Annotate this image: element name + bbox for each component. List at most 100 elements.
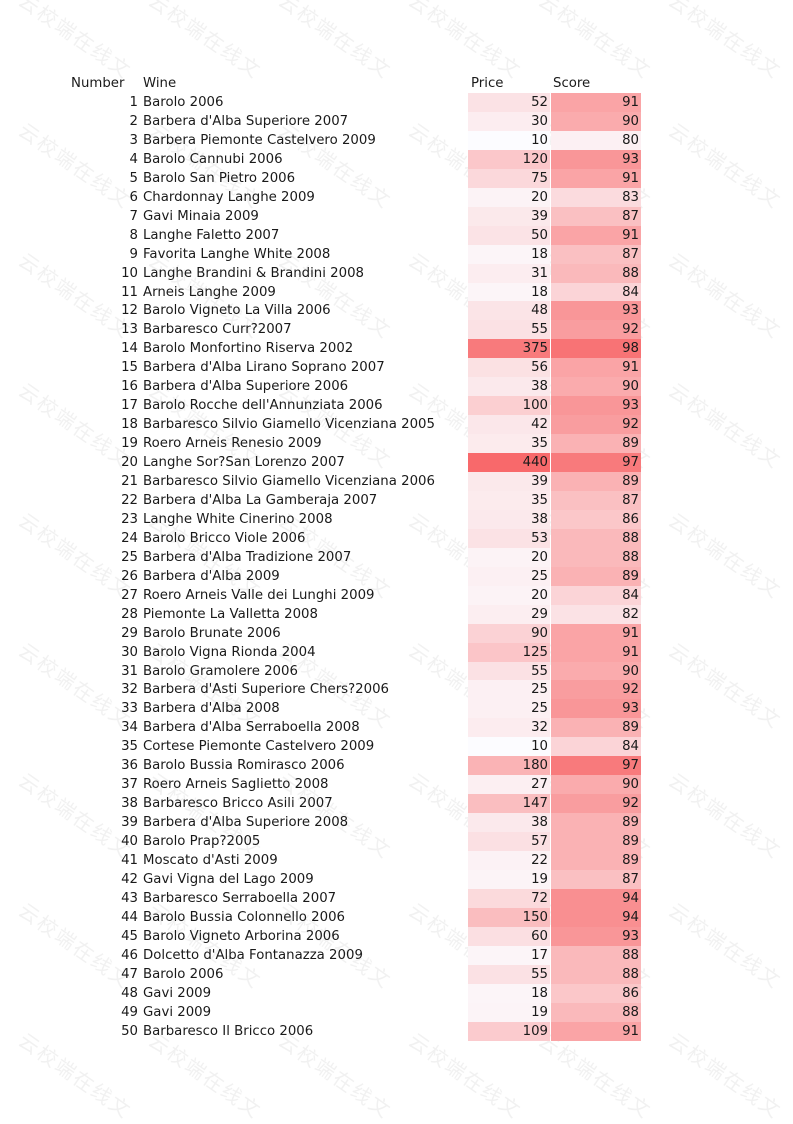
cell-number: 27 (121, 587, 138, 603)
table-row: 18 Barbaresco Silvio Giamello Vicenziana … (0, 415, 793, 435)
cell-number: 45 (121, 928, 138, 944)
cell-price: 60 (468, 926, 550, 946)
cell-number: 17 (121, 398, 138, 414)
cell-score: 91 (551, 642, 641, 662)
cell-wine: Langhe Faletto 2007 (143, 227, 280, 243)
cell-price: 39 (468, 472, 550, 491)
cell-price: 50 (468, 225, 550, 245)
table-row: 34 Barbera d'Alba Serraboella 2008 32 89 (0, 718, 793, 738)
cell-wine: Roero Arneis Saglietto 2008 (143, 777, 329, 793)
cell-number: 3 (129, 132, 138, 148)
cell-score: 90 (551, 111, 641, 131)
cell-score: 87 (551, 244, 641, 264)
table-row: 21 Barbaresco Silvio Giamello Vicenziana … (0, 472, 793, 491)
cell-score: 91 (551, 358, 641, 378)
cell-wine: Moscato d'Asti 2009 (143, 853, 278, 868)
cell-price: 20 (468, 187, 550, 207)
cell-number: 18 (121, 417, 138, 433)
cell-score: 92 (551, 680, 641, 700)
cell-score: 88 (551, 528, 641, 548)
cell-price: 22 (468, 851, 550, 870)
cell-number: 7 (129, 208, 138, 224)
cell-wine: Barolo 2006 (143, 966, 224, 982)
cell-number: 43 (121, 890, 138, 906)
table-row: 37 Roero Arneis Saglietto 2008 27 90 (0, 775, 793, 795)
cell-wine: Langhe Brandini & Brandini 2008 (143, 265, 364, 281)
cell-number: 21 (121, 474, 138, 489)
cell-score: 88 (551, 547, 641, 567)
cell-number: 29 (121, 625, 138, 641)
table-row: 33 Barbera d'Alba 2008 25 93 (0, 699, 793, 719)
cell-score: 89 (551, 434, 641, 454)
cell-wine: Barbera d'Alba Serraboella 2008 (143, 720, 360, 736)
table-row: 38 Barbaresco Bricco Asili 2007 147 92 (0, 794, 793, 814)
cell-wine: Barolo Gramolere 2006 (143, 663, 298, 679)
cell-score: 88 (551, 1002, 641, 1022)
cell-score: 89 (551, 851, 641, 870)
table-row: 22 Barbera d'Alba La Gamberaja 2007 35 87 (0, 490, 793, 510)
table-row: 11 Arneis Langhe 2009 18 84 (0, 282, 793, 302)
cell-number: 9 (129, 246, 138, 262)
table-row: 14 Barolo Monfortino Riserva 2002 375 98 (0, 339, 793, 359)
table-row: 15 Barbera d'Alba Lirano Soprano 2007 56 91 (0, 358, 793, 378)
cell-number: 32 (121, 682, 138, 698)
cell-price: 180 (468, 756, 550, 776)
cell-price: 29 (468, 604, 550, 624)
cell-score: 89 (551, 566, 641, 586)
table-row: 46 Dolcetto d'Alba Fontanazza 2009 17 88 (0, 945, 793, 965)
table-row: 24 Barolo Bricco Viole 2006 53 88 (0, 528, 793, 548)
cell-number: 1 (129, 95, 138, 110)
cell-price: 57 (468, 832, 550, 852)
cell-price: 72 (468, 888, 550, 908)
table-row: 50 Barbaresco Il Bricco 2006 109 91 (0, 1021, 793, 1041)
cell-number: 33 (121, 701, 138, 717)
cell-number: 30 (121, 644, 138, 660)
cell-score: 91 (551, 168, 641, 188)
cell-price: 38 (468, 509, 550, 529)
cell-score: 87 (551, 490, 641, 510)
cell-number: 4 (129, 151, 138, 167)
cell-wine: Barolo Prap?2005 (143, 834, 261, 850)
table-row: 10 Langhe Brandini & Brandini 2008 31 88 (0, 263, 793, 283)
cell-wine: Barolo Cannubi 2006 (143, 151, 283, 167)
cell-number: 25 (121, 549, 138, 565)
table-row: 1 Barolo 2006 52 91 (0, 93, 793, 112)
cell-number: 50 (121, 1023, 138, 1039)
cell-number: 20 (121, 455, 138, 471)
table-row: 31 Barolo Gramolere 2006 55 90 (0, 661, 793, 681)
cell-score: 83 (551, 187, 641, 207)
table-row: 40 Barolo Prap?2005 57 89 (0, 832, 793, 852)
cell-wine: Barbaresco Silvio Giamello Vicenziana 20… (143, 474, 435, 489)
cell-number: 22 (121, 492, 138, 508)
cell-number: 38 (121, 796, 138, 812)
cell-number: 39 (121, 815, 138, 831)
cell-score: 88 (551, 964, 641, 984)
cell-number: 35 (121, 739, 138, 755)
cell-wine: Barbera d'Asti Superiore Chers?2006 (143, 682, 390, 698)
cell-number: 49 (121, 1004, 138, 1020)
table-row: 27 Roero Arneis Valle dei Lunghi 2009 20 84 (0, 585, 793, 605)
cell-wine: Barolo Brunate 2006 (143, 625, 281, 641)
cell-score: 93 (551, 149, 641, 169)
cell-price: 10 (468, 130, 550, 150)
cell-number: 2 (129, 113, 138, 129)
header-score: Score (553, 76, 591, 91)
table-row: 35 Cortese Piemonte Castelvero 2009 10 84 (0, 737, 793, 757)
cell-price: 125 (468, 642, 550, 662)
cell-wine: Barbera d'Alba 2008 (143, 701, 280, 717)
cell-wine: Dolcetto d'Alba Fontanazza 2009 (143, 947, 363, 963)
header-number: Number (71, 76, 125, 91)
cell-wine: Barbera d'Alba 2009 (143, 568, 280, 584)
cell-price: 38 (468, 377, 550, 397)
cell-wine: Barolo Vigna Rionda 2004 (143, 644, 316, 660)
table-row: 42 Gavi Vigna del Lago 2009 19 87 (0, 869, 793, 889)
cell-wine: Favorita Langhe White 2008 (143, 246, 331, 262)
cell-wine: Gavi 2009 (143, 1004, 212, 1020)
cell-wine: Piemonte La Valletta 2008 (143, 606, 318, 622)
table-row: 36 Barolo Bussia Romirasco 2006 180 97 (0, 756, 793, 776)
table-row: 16 Barbera d'Alba Superiore 2006 38 90 (0, 377, 793, 397)
cell-price: 30 (468, 111, 550, 131)
cell-number: 23 (121, 511, 138, 527)
cell-wine: Barbera Piemonte Castelvero 2009 (143, 132, 376, 148)
cell-score: 90 (551, 377, 641, 397)
